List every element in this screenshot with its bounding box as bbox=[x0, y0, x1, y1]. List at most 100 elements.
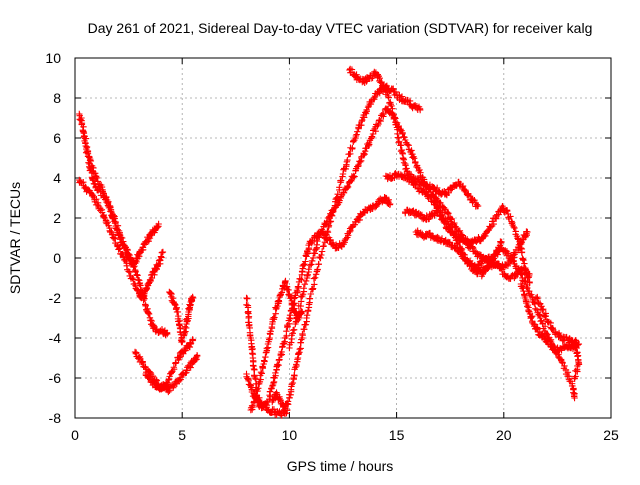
data-point-dense bbox=[286, 311, 294, 319]
data-point-dense bbox=[249, 350, 256, 357]
data-point-dense bbox=[388, 102, 395, 110]
data-point bbox=[189, 336, 197, 344]
data-point bbox=[526, 270, 533, 278]
data-point-dense bbox=[147, 317, 154, 324]
data-point-dense bbox=[302, 321, 310, 328]
data-point-dense bbox=[110, 214, 117, 222]
data-point-dense bbox=[274, 361, 281, 368]
series-arc-b bbox=[78, 114, 162, 268]
y-tick-label: -4 bbox=[49, 330, 62, 346]
data-point bbox=[176, 374, 184, 382]
data-point-dense bbox=[521, 291, 528, 298]
chart-title: Day 261 of 2021, Sidereal Day-to-day VTE… bbox=[88, 20, 593, 36]
data-point-dense bbox=[323, 218, 331, 225]
data-point-dense bbox=[399, 149, 406, 157]
data-point-dense bbox=[380, 82, 388, 90]
data-point-dense bbox=[311, 281, 318, 288]
series-arc-h bbox=[243, 193, 394, 412]
data-point-dense bbox=[296, 275, 304, 283]
data-point-dense bbox=[259, 364, 266, 371]
data-point-dense bbox=[275, 297, 283, 304]
series-arc-r bbox=[532, 293, 583, 349]
data-point-dense bbox=[528, 314, 535, 321]
data-point-dense bbox=[171, 300, 178, 307]
data-point-dense bbox=[87, 165, 94, 173]
data-point-dense bbox=[308, 261, 315, 268]
series-arc-e bbox=[142, 336, 197, 393]
data-point-dense bbox=[305, 266, 312, 273]
data-point bbox=[376, 116, 383, 124]
data-point-dense bbox=[416, 166, 423, 174]
data-point-dense bbox=[495, 245, 502, 252]
data-point-dense bbox=[147, 369, 154, 376]
data-point-dense bbox=[145, 310, 153, 318]
data-point-dense bbox=[461, 251, 468, 259]
data-point bbox=[352, 132, 360, 140]
data-point bbox=[416, 106, 424, 114]
data-point bbox=[194, 352, 201, 360]
x-axis-label: GPS time / hours bbox=[287, 458, 394, 474]
data-point-dense bbox=[284, 398, 292, 405]
data-point-dense bbox=[303, 312, 311, 319]
data-point-dense bbox=[453, 182, 461, 189]
y-tick-label: -8 bbox=[49, 410, 62, 426]
y-tick-label: 6 bbox=[53, 130, 61, 146]
data-point-dense bbox=[351, 173, 358, 180]
data-point-dense bbox=[344, 232, 352, 239]
data-point-dense bbox=[309, 285, 317, 292]
data-point-dense bbox=[244, 295, 251, 302]
x-tick-label: 0 bbox=[71, 427, 79, 443]
data-point-dense bbox=[319, 227, 326, 235]
data-point-dense bbox=[517, 240, 524, 247]
data-point-dense bbox=[303, 272, 311, 279]
data-point-dense bbox=[251, 366, 258, 374]
data-point-dense bbox=[323, 236, 330, 244]
data-point-dense bbox=[575, 357, 582, 365]
data-point-dense bbox=[518, 248, 526, 256]
data-point-dense bbox=[292, 364, 299, 371]
y-axis-label: SDTVAR / TECUs bbox=[7, 182, 23, 294]
data-point bbox=[155, 220, 162, 228]
data-point-dense bbox=[409, 154, 416, 161]
data-point-dense bbox=[392, 88, 400, 96]
data-point-dense bbox=[574, 341, 581, 349]
data-point bbox=[163, 330, 171, 338]
data-point-dense bbox=[134, 272, 141, 279]
data-point-dense bbox=[311, 274, 319, 281]
data-point-dense bbox=[306, 295, 313, 302]
data-point-dense bbox=[288, 381, 295, 388]
data-point-dense bbox=[324, 228, 332, 236]
data-point-dense bbox=[312, 271, 320, 278]
data-point-dense bbox=[257, 368, 265, 376]
data-point-dense bbox=[283, 283, 291, 290]
data-point-dense bbox=[116, 236, 124, 243]
data-points bbox=[76, 65, 583, 419]
data-point-dense bbox=[314, 237, 321, 245]
series-arc-p bbox=[474, 253, 533, 282]
series-arc-n bbox=[401, 203, 533, 286]
data-point-dense bbox=[115, 246, 122, 253]
data-point-dense bbox=[298, 336, 305, 343]
data-point-dense bbox=[176, 354, 183, 361]
data-point-dense bbox=[318, 248, 326, 255]
data-point-dense bbox=[385, 94, 392, 101]
data-point-dense bbox=[154, 224, 161, 231]
data-point-dense bbox=[349, 144, 356, 152]
data-point-dense bbox=[317, 254, 324, 262]
data-point-dense bbox=[276, 395, 283, 402]
data-point-dense bbox=[369, 74, 376, 82]
data-point-dense bbox=[139, 293, 147, 301]
data-point-dense bbox=[404, 141, 411, 148]
data-point-dense bbox=[384, 89, 391, 96]
data-point-dense bbox=[132, 267, 139, 275]
data-point-dense bbox=[344, 156, 351, 164]
data-point-dense bbox=[510, 223, 517, 231]
data-point-dense bbox=[498, 266, 506, 273]
data-point bbox=[82, 142, 89, 150]
data-point-dense bbox=[250, 398, 258, 405]
data-point-dense bbox=[181, 329, 188, 337]
data-point-dense bbox=[520, 257, 527, 264]
data-point bbox=[485, 226, 492, 234]
data-point bbox=[320, 242, 327, 250]
data-point-dense bbox=[132, 350, 140, 357]
